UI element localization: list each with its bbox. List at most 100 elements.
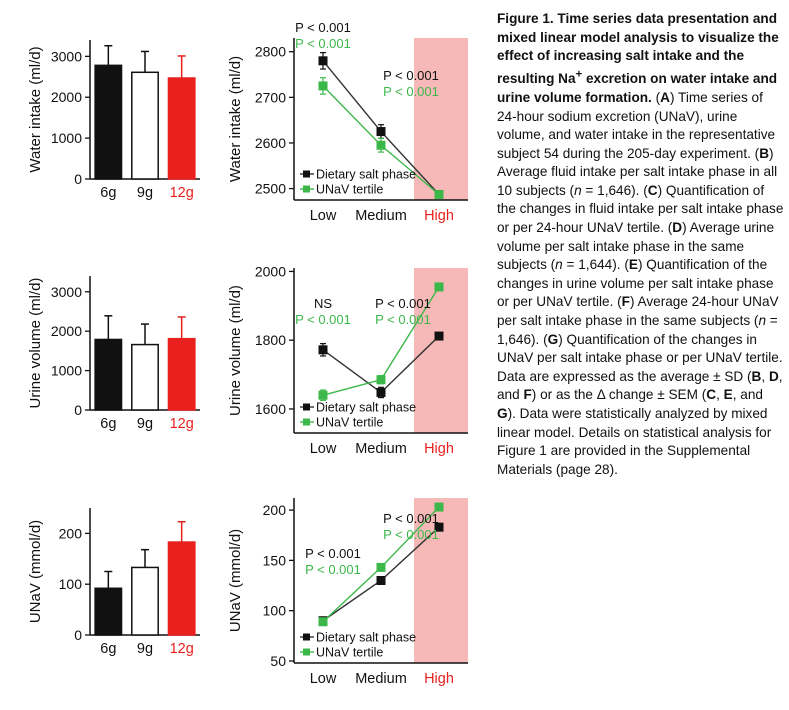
y-axis-label: Urine volume (ml/d) <box>27 278 44 409</box>
caption-part: , <box>761 368 769 384</box>
y-tick-label: 2000 <box>255 263 286 279</box>
panel-f: 0 100 200 UNaV (mmol/d) 6g 9g 12g <box>27 508 200 657</box>
caption-part: = 1,646). ( <box>497 313 778 347</box>
data-point <box>376 127 386 137</box>
legend-label: Dietary salt phase <box>316 168 416 182</box>
x-tick-label: Low <box>310 671 337 687</box>
caption-part: F <box>621 294 630 310</box>
caption-part: A <box>660 89 670 105</box>
legend-label: UNaV tertile <box>316 183 383 197</box>
caption-part: G <box>497 406 508 421</box>
caption-body: (A) Time series of 24-hour sodium excret… <box>497 90 783 477</box>
annotation-line-1: P < 0.001 <box>295 20 351 35</box>
x-tick-label: 12g <box>170 641 194 657</box>
panel-c: 2500 2600 2700 2800 Water intake (ml/d) Low Me… <box>227 20 468 224</box>
caption-part: ) Average fluid intake per salt intake p… <box>497 145 778 198</box>
y-tick-label: 1000 <box>51 130 82 146</box>
caption-part: C <box>706 387 717 403</box>
x-tick-label: Low <box>310 208 337 224</box>
bar-6g <box>94 64 123 180</box>
caption-part: ) Time series of 24-hour sodium excretio… <box>497 89 776 161</box>
y-tick-label: 200 <box>59 525 83 541</box>
x-tick-label: 9g <box>137 416 153 432</box>
caption-part: n <box>758 313 767 329</box>
y-tick-label: 2600 <box>255 135 286 151</box>
y-tick-label: 100 <box>263 603 287 619</box>
legend-label: Dietary salt phase <box>316 631 416 645</box>
annotation-line-2: P < 0.001 <box>295 312 351 327</box>
caption-part: B <box>751 368 762 384</box>
legend-label: Dietary salt phase <box>316 401 416 415</box>
data-point <box>376 140 386 150</box>
data-point <box>376 387 386 397</box>
caption-part: ) Average 24-hour UNaV per salt intake p… <box>497 294 779 329</box>
legend-label: UNaV tertile <box>316 646 383 660</box>
x-tick-label: 12g <box>170 416 194 432</box>
data-point <box>318 81 328 91</box>
bar-6g <box>94 338 123 411</box>
highlight-band <box>414 268 468 433</box>
caption-title: Figure 1. Time series data presentation … <box>497 11 779 105</box>
bar-9g <box>131 71 159 180</box>
x-tick-label: 9g <box>137 185 153 201</box>
data-point <box>318 617 328 627</box>
caption-part: ) Quantification of the changes in urine… <box>497 257 774 310</box>
x-tick-label: 6g <box>100 185 116 201</box>
y-tick-label: 2700 <box>255 89 286 105</box>
legend-marker <box>303 648 310 656</box>
y-tick-label: 2000 <box>51 89 82 105</box>
y-tick-label: 2800 <box>255 44 286 60</box>
panel-d: 0 1000 2000 3000 Urine volume (ml/d) 6g 9g 12g <box>27 276 200 432</box>
caption-part: ). Data were statistically analyzed by m… <box>497 406 772 477</box>
x-tick-label: High <box>424 441 454 457</box>
annotation-line-2: P < 0.001 <box>295 36 351 51</box>
y-tick-label: 150 <box>263 552 287 568</box>
y-axis-label: Urine volume (ml/d) <box>227 285 244 416</box>
annotation-line-1: P < 0.001 <box>375 296 431 311</box>
caption-part: G <box>547 331 559 347</box>
x-tick-label: Medium <box>355 441 407 457</box>
x-tick-label: Medium <box>355 671 407 687</box>
caption-part: C <box>647 182 658 198</box>
caption-part: E <box>628 257 638 273</box>
data-point <box>434 331 444 341</box>
annotation-line-2: P < 0.001 <box>383 527 439 542</box>
caption-part: = 1,644). ( <box>562 257 629 273</box>
data-point <box>434 190 444 200</box>
legend-marker <box>303 170 310 178</box>
data-point <box>434 282 444 292</box>
y-tick-label: 50 <box>270 653 286 669</box>
x-tick-label: 12g <box>170 185 194 201</box>
y-tick-label: 100 <box>59 576 83 592</box>
caption-part: D <box>768 368 779 384</box>
x-tick-label: 6g <box>100 641 116 657</box>
caption-part: , and <box>732 387 763 403</box>
caption-part: E <box>723 387 733 403</box>
data-point <box>376 576 386 585</box>
data-point <box>434 522 444 532</box>
bar-9g <box>131 343 159 411</box>
panel-b: 0 1000 2000 3000 Water intake (ml/d) 6g 9g 12g <box>27 40 200 201</box>
annotation-line-1: P < 0.001 <box>383 68 439 83</box>
y-tick-label: 0 <box>74 627 82 643</box>
y-tick-label: 0 <box>74 171 82 187</box>
x-tick-label: Medium <box>355 208 407 224</box>
data-point <box>434 502 444 512</box>
annotation-line-2: P < 0.001 <box>375 312 431 327</box>
bar-12g <box>167 337 196 411</box>
bar-12g <box>167 541 196 636</box>
caption-part: n <box>574 182 582 198</box>
bar-6g <box>94 587 123 636</box>
legend-marker <box>303 185 310 193</box>
caption-part: ) Quantification of the changes in UNaV … <box>497 331 783 384</box>
data-point <box>318 345 328 355</box>
caption-part: ) Average urine volume per salt intake p… <box>497 220 775 273</box>
bar-12g <box>167 77 196 180</box>
caption-part: = 1,646). ( <box>581 182 648 198</box>
highlight-band <box>414 38 468 200</box>
data-point <box>376 562 386 572</box>
x-tick-label: Low <box>310 441 337 457</box>
y-tick-label: 0 <box>74 402 82 418</box>
annotation-line-1: NS <box>314 296 332 311</box>
